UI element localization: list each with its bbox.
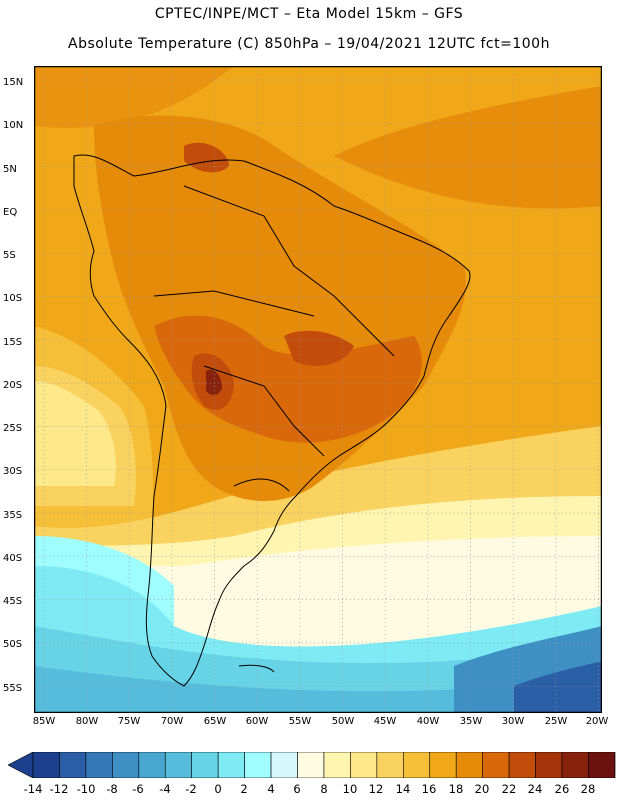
colorbar-swatch xyxy=(508,752,536,778)
colorbar-label: 10 xyxy=(342,782,358,796)
colorbar-label: 6 xyxy=(293,782,301,796)
field-12-pacific xyxy=(34,381,116,486)
colorbar-label: 12 xyxy=(368,782,384,796)
lat-label-35s: 35S xyxy=(3,510,23,521)
lat-label-40s: 40S xyxy=(3,553,23,564)
field-20-nw xyxy=(34,66,234,128)
colorbar-label: 26 xyxy=(554,782,570,796)
colorbar-label: 22 xyxy=(501,782,517,796)
colorbar-label: 0 xyxy=(214,782,222,796)
map-frame xyxy=(34,66,602,713)
field-20-north xyxy=(334,86,602,209)
lat-label-55s: 55S xyxy=(3,683,23,694)
map-title-line2: Absolute Temperature (C) 850hPa – 19/04/… xyxy=(68,36,550,52)
lon-label-50w: 50W xyxy=(331,716,355,727)
colorbar-label: -10 xyxy=(76,782,96,796)
colorbar-swatch xyxy=(429,752,457,778)
lon-label-45w: 45W xyxy=(373,716,397,727)
lon-label-60w: 60W xyxy=(245,716,269,727)
lon-label-30w: 30W xyxy=(501,716,525,727)
colorbar-swatch xyxy=(138,752,166,778)
colorbar-swatch xyxy=(244,752,272,778)
colorbar-swatch xyxy=(376,752,404,778)
lat-label-5s: 5S xyxy=(3,250,16,261)
lon-label-80w: 80W xyxy=(75,716,99,727)
colorbar-swatch xyxy=(59,752,87,778)
colorbar-swatch xyxy=(350,752,378,778)
lat-label-25s: 25S xyxy=(3,423,23,434)
colorbar-label: -8 xyxy=(106,782,118,796)
colorbar-swatch xyxy=(402,752,431,778)
lon-label-65w: 65W xyxy=(203,716,227,727)
lon-label-20w: 20W xyxy=(585,716,609,727)
colorbar-label: -14 xyxy=(23,782,43,796)
colorbar-swatch xyxy=(270,752,298,778)
lat-label-5n: 5N xyxy=(3,164,17,175)
colorbar-min-arrow xyxy=(8,752,34,778)
temperature-map xyxy=(34,66,602,713)
colorbar-swatch xyxy=(32,752,60,778)
field-24-east xyxy=(284,330,354,366)
colorbar-label: 2 xyxy=(240,782,248,796)
field-22-core xyxy=(154,315,422,443)
lon-label-55w: 55W xyxy=(288,716,312,727)
colorbar-label: 20 xyxy=(474,782,490,796)
lat-label-15n: 15N xyxy=(3,77,24,88)
lat-label-30s: 30S xyxy=(3,466,23,477)
map-title-line1: CPTEC/INPE/MCT – Eta Model 15km – GFS xyxy=(154,6,464,22)
lat-label-eq: EQ xyxy=(3,207,18,218)
colorbar-label: -6 xyxy=(132,782,144,796)
colorbar-swatch xyxy=(112,752,140,778)
lon-label-40w: 40W xyxy=(416,716,440,727)
colorbar-label: 24 xyxy=(527,782,543,796)
colorbar-swatch xyxy=(323,752,351,778)
colorbar-label: -4 xyxy=(159,782,171,796)
lat-label-20s: 20S xyxy=(3,380,23,391)
lon-label-75w: 75W xyxy=(117,716,141,727)
colorbar xyxy=(8,752,616,778)
lat-label-10n: 10N xyxy=(3,120,24,131)
lon-label-25w: 25W xyxy=(544,716,568,727)
gridlines xyxy=(34,66,602,713)
coastline xyxy=(73,154,471,687)
colorbar-label: 4 xyxy=(267,782,275,796)
colorbar-label: 16 xyxy=(421,782,437,796)
colorbar-label: 14 xyxy=(395,782,411,796)
colorbar-label: 18 xyxy=(448,782,464,796)
colorbar-swatch xyxy=(588,752,616,778)
lon-label-70w: 70W xyxy=(160,716,184,727)
lon-label-35w: 35W xyxy=(459,716,483,727)
colorbar-swatch xyxy=(297,752,325,778)
lat-label-15s: 15S xyxy=(3,337,23,348)
field-m10-southeast xyxy=(514,661,602,713)
colorbar-label: -12 xyxy=(49,782,69,796)
colorbar-swatch xyxy=(85,752,113,778)
field-24-north xyxy=(184,142,229,173)
colorbar-swatch xyxy=(164,752,193,778)
colorbar-swatch xyxy=(535,752,563,778)
colorbar-swatch xyxy=(191,752,219,778)
lon-label-85w: 85W xyxy=(32,716,56,727)
colorbar-swatch xyxy=(482,752,510,778)
lat-label-45s: 45S xyxy=(3,596,23,607)
colorbar-label: 28 xyxy=(580,782,596,796)
colorbar-swatch xyxy=(455,752,483,778)
lat-label-10s: 10S xyxy=(3,293,23,304)
colorbar-swatch xyxy=(561,752,589,778)
colorbar-swatch xyxy=(217,752,245,778)
colorbar-label: 8 xyxy=(320,782,328,796)
colorbar-label: -2 xyxy=(185,782,197,796)
lat-label-50s: 50S xyxy=(3,639,23,650)
field-26-core xyxy=(206,369,222,396)
